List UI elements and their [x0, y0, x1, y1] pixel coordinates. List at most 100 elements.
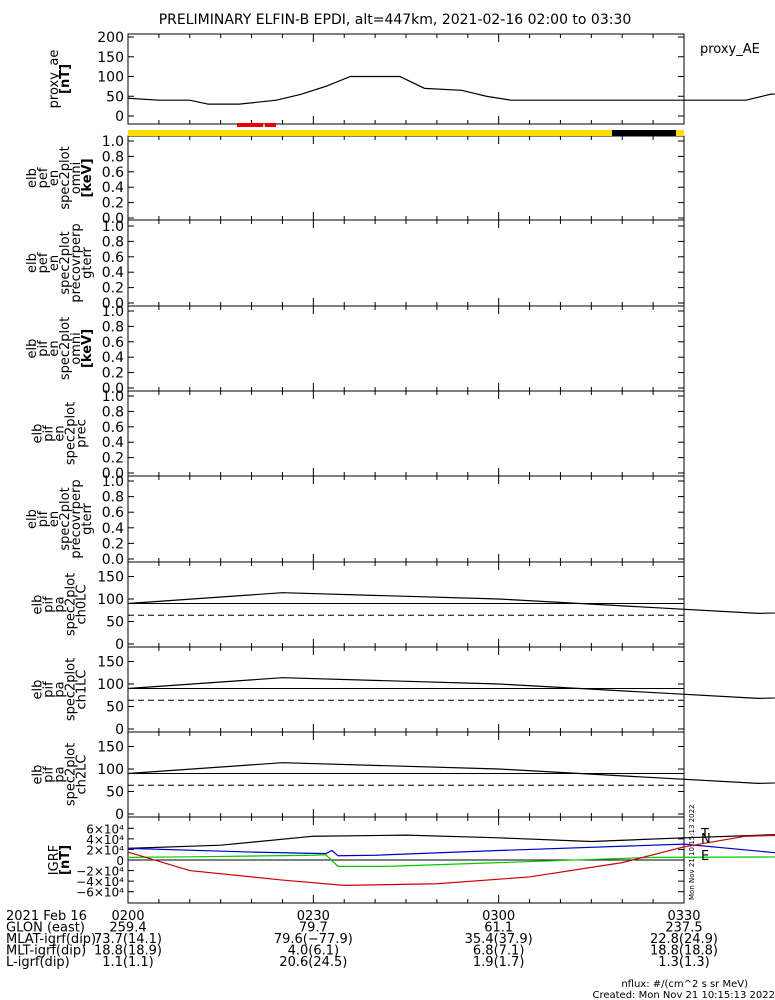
y-tick-label: 0.2 — [102, 281, 124, 297]
y-tick-label: 1.0 — [102, 134, 124, 150]
y-axis-label: ch1LC — [75, 670, 90, 710]
panel-frame — [127, 305, 685, 392]
y-tick-label: −2×10⁴ — [76, 865, 124, 879]
state-bar — [128, 123, 684, 136]
y-tick-label: 50 — [106, 700, 124, 716]
y-axis-label: en — [47, 255, 62, 271]
y-axis-label: elb — [25, 509, 40, 529]
y-axis-label: elb — [31, 765, 46, 785]
y-axis-label: IGRF — [47, 845, 62, 875]
panel-proxy_ae: 0 50 100 150 200 proxy_ae[nT] proxy_AE — [47, 30, 775, 125]
state-bar-red-1 — [237, 123, 263, 127]
y-tick-label: 0 — [115, 109, 124, 125]
ephemeris-label: GLON (east) — [6, 921, 85, 936]
y-tick-label: 50 — [106, 785, 124, 801]
y-tick-label: 150 — [97, 570, 124, 586]
y-tick-label: 0.4 — [102, 180, 124, 196]
ephemeris-value: 237.5 — [665, 921, 702, 936]
y-axis-label: [keV] — [80, 158, 95, 197]
y-axis-label: spec2plot — [58, 146, 73, 209]
y-axis-label: elb — [25, 168, 40, 188]
y-tick-label: 100 — [97, 762, 124, 778]
igrf-series-2 — [127, 854, 775, 867]
legend-proxy-ae: proxy_AE — [700, 42, 760, 57]
y-tick-label: 0.0 — [102, 296, 124, 312]
y-axis-label: en — [47, 170, 62, 186]
y-tick-label: 0.6 — [102, 420, 124, 436]
ephemeris-value: 1.1(1.1) — [102, 955, 154, 970]
y-tick-label: 0 — [115, 722, 124, 738]
side-timestamp: Mon Nov 21 10:15:13 2022 — [688, 805, 696, 900]
panel-frame — [127, 135, 685, 221]
y-tick-label: 0.2 — [102, 366, 124, 382]
y-axis-label: ch2LC — [75, 755, 90, 795]
y-axis-label: spec2plot — [58, 317, 73, 380]
nflux-note: nflux: #/(cm^2 s sr MeV) — [621, 979, 748, 990]
y-tick-label: 100 — [97, 70, 124, 86]
y-axis-label: prec — [75, 419, 90, 447]
y-tick-label: 0.0 — [102, 552, 124, 568]
y-tick-label: 0.8 — [102, 490, 124, 506]
series-line — [127, 75, 775, 105]
panel-elb-pef-en-spec2plot-omni: 0.00.20.40.60.81.0 elbpefenspec2plotomni[… — [25, 134, 685, 227]
y-tick-label: 0 — [115, 637, 124, 653]
y-tick-label: 0.8 — [102, 234, 124, 250]
ephemeris-label: L-igrf(dip) — [6, 955, 70, 970]
y-axis-label: pa — [53, 596, 68, 612]
y-axis-label: elb — [31, 424, 46, 444]
ephemeris-value: 20.6(24.5) — [279, 955, 347, 970]
y-tick-label: 0.0 — [102, 466, 124, 482]
legend-N: N — [701, 832, 711, 847]
y-tick-label: 0.4 — [102, 521, 124, 537]
y-axis-label: pa — [53, 681, 68, 697]
y-tick-label: 0.2 — [102, 451, 124, 467]
ephemeris-value: 18.8(18.9) — [94, 944, 162, 959]
y-tick-label: 0.8 — [102, 404, 124, 420]
legend-E: E — [701, 849, 709, 864]
y-tick-label: 0.8 — [102, 149, 124, 165]
y-axis-label: [keV] — [80, 329, 95, 368]
y-axis-label: omni — [69, 162, 84, 194]
panels: 050100150200proxy_ae[nT]proxy_AE0.00.20.… — [25, 30, 775, 904]
y-axis-label: gterr — [80, 502, 95, 534]
y-axis-label: pif — [42, 596, 57, 613]
panel-elb-pef-en-spec2plot-precovrperp-gterr: 0.00.20.40.60.81.0 elbpefenspec2plotpreco… — [25, 219, 685, 312]
ephemeris-value: 6.8(7.1) — [473, 944, 525, 959]
y-axis-label: en — [47, 340, 62, 356]
y-axis-label: precovrperp — [69, 479, 84, 558]
y-tick-label: 2×10⁴ — [86, 843, 124, 857]
state-bar-black — [612, 130, 676, 136]
ephemeris-value: 259.4 — [109, 921, 146, 936]
ephemeris-value: 22.8(24.9) — [650, 932, 718, 947]
y-axis-label: omni — [69, 332, 84, 364]
y-tick-label: 1.0 — [102, 389, 124, 405]
panel-frame — [127, 390, 685, 477]
y-axis-label: en — [53, 425, 68, 441]
y-tick-label: 0.6 — [102, 505, 124, 521]
plot-title: PRELIMINARY ELFIN-B EPDI, alt=447km, 202… — [159, 12, 632, 28]
y-axis-label: spec2plot — [64, 402, 79, 465]
igrf-series-0 — [127, 834, 775, 849]
ephemeris-value: 61.1 — [484, 921, 513, 936]
y-axis-label: spec2plot — [58, 231, 73, 294]
state-bar-red-2 — [265, 123, 276, 127]
y-tick-label: 0.4 — [102, 265, 124, 281]
state-bar-yellow — [128, 130, 684, 136]
y-tick-label: 4×10⁴ — [86, 833, 124, 847]
igrf-series-1 — [127, 843, 775, 857]
y-tick-label: 200 — [97, 30, 124, 46]
y-tick-label: 6×10⁴ — [86, 822, 124, 836]
ephemeris-value: 0200 — [111, 909, 144, 924]
panel-frame — [127, 219, 685, 307]
y-tick-label: −4×10⁴ — [76, 875, 124, 889]
y-axis-label: pif — [36, 510, 51, 527]
y-tick-label: 0.4 — [102, 350, 124, 366]
ephemeris-value: 0230 — [297, 909, 330, 924]
y-axis-label: proxy_ae — [47, 50, 62, 109]
